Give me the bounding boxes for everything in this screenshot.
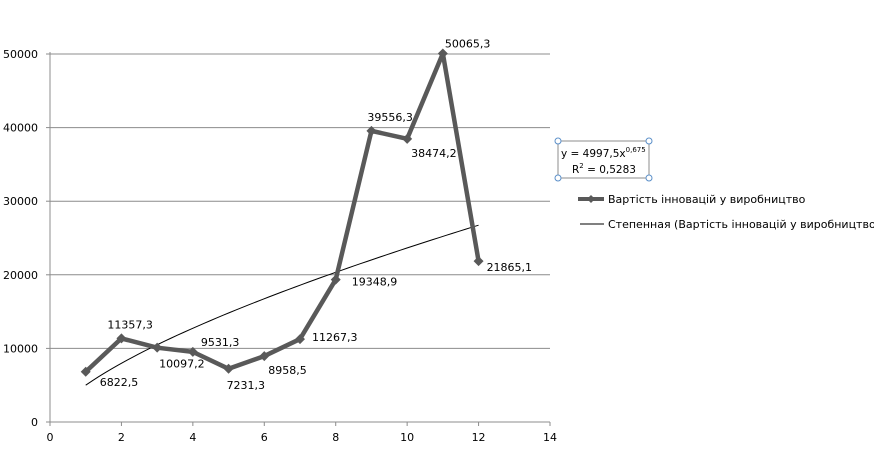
data-label: 11357,3 bbox=[107, 318, 153, 331]
data-label: 6822,5 bbox=[100, 376, 139, 389]
data-label: 21865,1 bbox=[487, 261, 532, 274]
legend: Вартість інновацій у виробництво Степенн… bbox=[578, 193, 874, 231]
data-label: 7231,3 bbox=[227, 379, 265, 392]
x-tick-label: 2 bbox=[118, 431, 125, 444]
legend-series-label: Вартість інновацій у виробництво bbox=[608, 193, 806, 206]
axes bbox=[46, 52, 551, 426]
data-label: 8958,5 bbox=[268, 364, 307, 377]
trendline-equation: y = 4997,5x0,675 bbox=[561, 146, 646, 160]
x-tick-labels: 0 2 4 6 8 10 12 14 bbox=[47, 431, 558, 444]
legend-item-trendline: Степенная (Вартість інновацій у виробниц… bbox=[580, 218, 874, 231]
y-tick-labels: 0 10000 20000 30000 40000 50000 bbox=[3, 48, 38, 429]
series-line bbox=[80, 48, 484, 377]
data-label: 11267,3 bbox=[312, 331, 358, 344]
data-point-marker bbox=[473, 256, 484, 267]
data-label: 50065,3 bbox=[445, 38, 491, 51]
y-tick-label: 40000 bbox=[3, 122, 38, 135]
x-tick-label: 6 bbox=[261, 431, 268, 444]
data-label: 9531,3 bbox=[201, 336, 240, 349]
data-point-marker bbox=[295, 334, 305, 345]
data-point-marker bbox=[80, 366, 91, 377]
gridlines bbox=[50, 53, 550, 349]
data-point-marker bbox=[152, 342, 163, 353]
data-point-marker bbox=[259, 351, 270, 362]
data-point-marker bbox=[223, 363, 234, 374]
data-label: 39556,3 bbox=[367, 111, 413, 124]
data-point-marker bbox=[187, 346, 198, 357]
data-point-marker bbox=[116, 333, 127, 344]
data-label: 19348,9 bbox=[352, 276, 398, 289]
x-tick-label: 0 bbox=[47, 431, 54, 444]
trendline bbox=[85, 224, 479, 386]
data-point-marker bbox=[366, 125, 377, 136]
x-tick-label: 8 bbox=[332, 431, 339, 444]
y-tick-label: 50000 bbox=[3, 48, 38, 61]
data-point-marker bbox=[437, 48, 448, 59]
legend-trendline-label: Степенная (Вартість інновацій у виробниц… bbox=[608, 218, 874, 231]
trendline-r-squared: R2 = 0,5283 bbox=[572, 162, 636, 176]
y-tick-label: 0 bbox=[31, 416, 38, 429]
y-tick-label: 30000 bbox=[3, 195, 38, 208]
y-tick-label: 10000 bbox=[3, 342, 38, 355]
trendline-path bbox=[85, 224, 479, 386]
x-tick-label: 12 bbox=[472, 431, 486, 444]
legend-item-series: Вартість інновацій у виробництво bbox=[578, 193, 806, 206]
data-label: 38474,2 bbox=[411, 147, 457, 160]
x-tick-label: 4 bbox=[189, 431, 196, 444]
x-tick-label: 14 bbox=[543, 431, 557, 444]
legend-marker-diamond bbox=[587, 195, 595, 203]
data-point-marker bbox=[330, 274, 341, 285]
trendline-equation-box[interactable]: y = 4997,5x0,675 R2 = 0,5283 bbox=[554, 137, 653, 182]
series-polyline bbox=[84, 51, 481, 374]
data-point-marker bbox=[402, 133, 413, 144]
data-label: 10097,2 bbox=[159, 358, 205, 371]
y-tick-label: 20000 bbox=[3, 269, 38, 282]
x-tick-label: 10 bbox=[400, 431, 414, 444]
